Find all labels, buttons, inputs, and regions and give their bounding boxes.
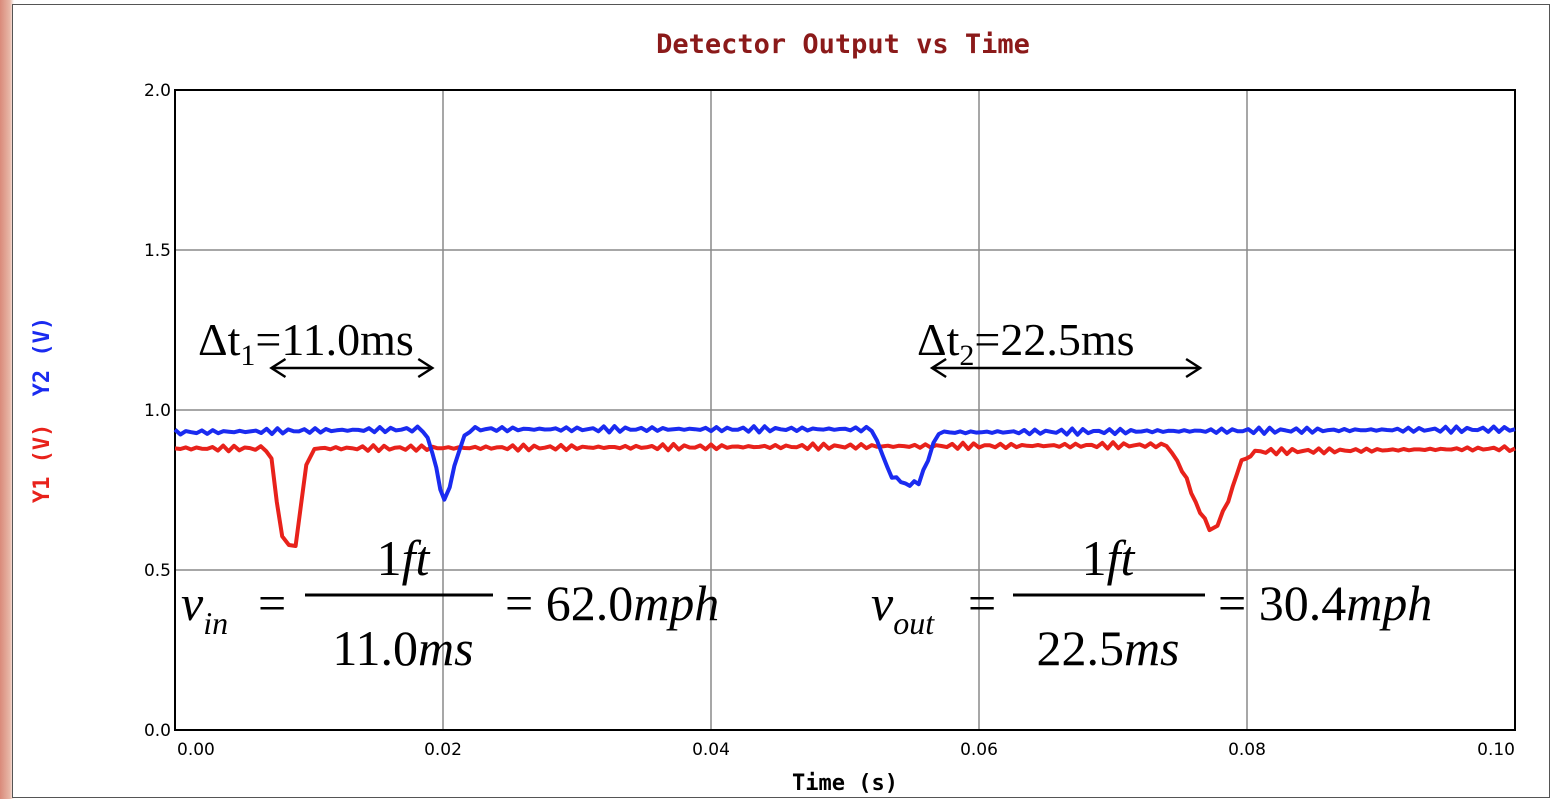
svg-text:=: = xyxy=(258,575,286,631)
dt2-arrow xyxy=(929,357,1203,379)
series-line-2 xyxy=(173,424,1516,502)
x-tick-label: 0.02 xyxy=(424,740,462,760)
y2-axis-label: Y2 (V) xyxy=(30,317,55,396)
vout-equation: vout = 1ft 22.5ms = 30.4mph xyxy=(871,530,1432,676)
svg-text:11.0ms: 11.0ms xyxy=(332,620,473,676)
detector-chart: Detector Output vs Time 0.00.51.01.52.0 … xyxy=(30,29,1516,796)
dt1-label: Δt1=11.0ms xyxy=(198,314,414,372)
y1-axis-label: Y1 (V) xyxy=(30,424,55,503)
x-axis-label: Time (s) xyxy=(792,771,898,796)
y-axis-label: Y1 (V) Y2 (V) xyxy=(30,317,55,503)
svg-text:= 30.4mph: = 30.4mph xyxy=(1218,575,1432,631)
y-tick-label: 0.0 xyxy=(144,721,171,741)
svg-text:=: = xyxy=(968,575,996,631)
series-lines xyxy=(173,424,1516,548)
dt2-label: Δt2=22.5ms xyxy=(917,314,1135,372)
grid xyxy=(175,90,1515,730)
svg-text:= 62.0mph: = 62.0mph xyxy=(505,575,719,631)
svg-text:1ft: 1ft xyxy=(377,530,431,586)
vin-equation: vin = 1ft 11.0ms = 62.0mph xyxy=(181,530,719,676)
x-tick-labels: 0.00 0.02 0.04 0.06 0.08 0.10 xyxy=(177,740,1515,760)
y-tick-label: 2.0 xyxy=(144,81,171,101)
x-tick-label: 0.00 xyxy=(177,740,215,760)
x-tick-label: 0.04 xyxy=(692,740,730,760)
y-tick-label: 0.5 xyxy=(144,561,171,581)
y-tick-labels: 0.0 0.5 1.0 1.5 2.0 xyxy=(144,81,171,741)
x-tick-label: 0.06 xyxy=(960,740,998,760)
svg-text:22.5ms: 22.5ms xyxy=(1036,620,1179,676)
dt1-arrow xyxy=(269,357,435,379)
y-tick-label: 1.0 xyxy=(144,401,171,421)
x-tick-label: 0.08 xyxy=(1228,740,1266,760)
interval-arrows xyxy=(269,357,1203,379)
x-tick-label: 0.10 xyxy=(1477,740,1515,760)
series-line-1 xyxy=(174,440,1516,548)
chart-frame: Detector Output vs Time 0.0 0.5 1.0 1.5 2.0 … xyxy=(12,4,1550,798)
svg-text:vin: vin xyxy=(181,575,228,641)
y-tick-label: 1.5 xyxy=(144,241,171,261)
svg-text:1ft: 1ft xyxy=(1082,530,1136,586)
chart-title: Detector Output vs Time xyxy=(656,29,1030,60)
svg-text:vout: vout xyxy=(871,575,935,641)
plot-area-border xyxy=(174,89,1516,731)
